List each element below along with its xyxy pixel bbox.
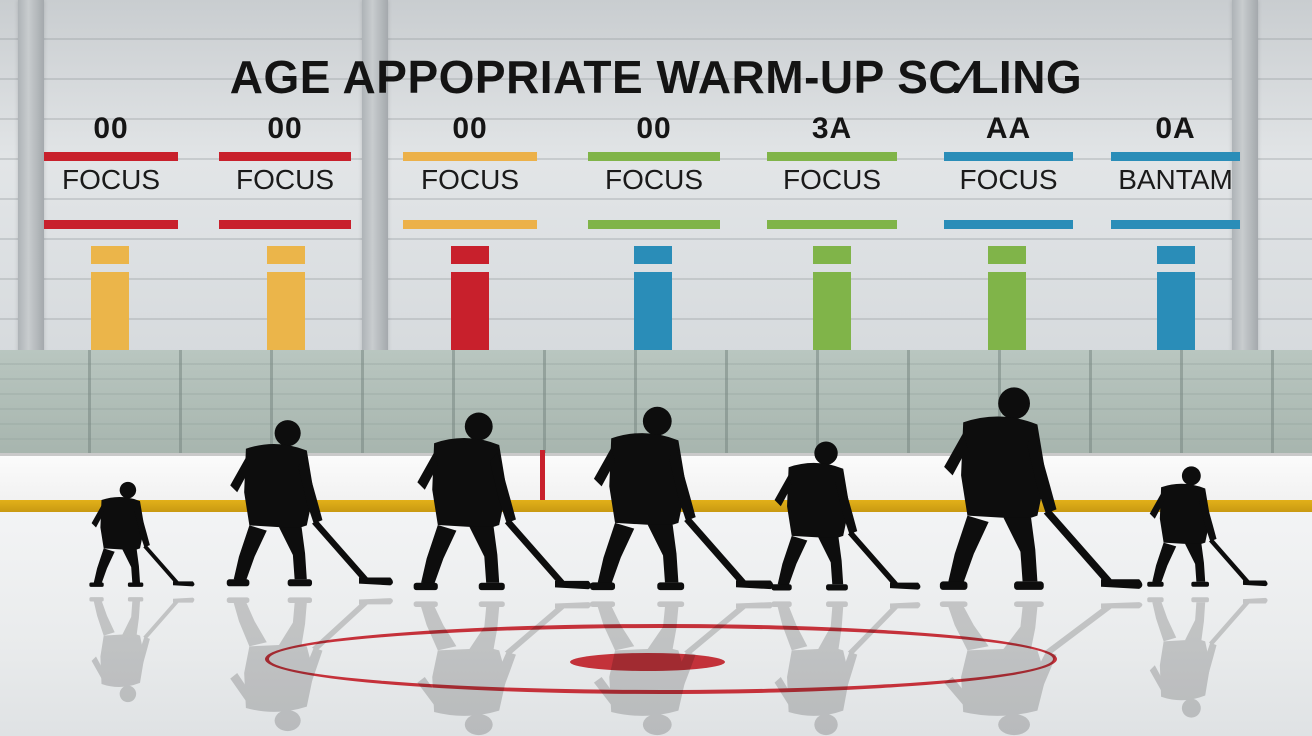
player-silhouette [413,412,592,591]
group-stripe-bottom [403,220,537,229]
group-bar-cap [267,246,305,264]
group-bar-cap [813,246,851,264]
group-stripe-top [219,152,351,161]
player-silhouette [771,441,921,591]
group-number: 3A [811,112,853,145]
group-stripe-top [588,152,720,161]
group-label: FOCUS [421,164,519,195]
player-silhouette [89,481,195,587]
wall-beam [362,0,388,360]
group-stripe-top [944,152,1073,161]
group-stripe-top [403,152,537,161]
group-number: AA [985,112,1032,145]
player-silhouette [939,387,1143,590]
player-silhouette [226,420,393,587]
group-stripe-top [1111,152,1240,161]
group-label: BANTAM [1118,164,1233,195]
group-bar-cap [91,246,129,264]
group-number: 00 [636,112,672,145]
wall-beam [18,0,44,360]
group-label: FOCUS [236,164,334,195]
player-silhouette [590,406,774,591]
group-stripe-bottom [767,220,897,229]
group-label: FOCUS [605,164,703,195]
group-label: FOCUS [62,164,160,195]
group-stripe-top [44,152,178,161]
group-stripe-bottom [219,220,351,229]
group-label: FOCUS [783,164,881,195]
group-number: 00 [452,112,488,145]
group-stripe-bottom [944,220,1073,229]
group-label: FOCUS [959,164,1058,195]
player-silhouette [1147,466,1268,587]
group-number: 0A [1155,112,1196,145]
center-red-line [540,450,545,510]
group-number: 00 [267,112,303,145]
group-bar-cap [451,246,489,264]
group-number: 00 [93,112,129,145]
page-title: AGE APPOPRIATE WARM-UP SC⁄LING [229,51,1083,103]
group-stripe-bottom [588,220,720,229]
group-bar-cap [988,246,1026,264]
group-stripe-bottom [1111,220,1240,229]
group-bar-cap [1157,246,1195,264]
wall-beam [1232,0,1258,360]
group-stripe-top [767,152,897,161]
group-bar-cap [634,246,672,264]
group-stripe-bottom [44,220,178,229]
